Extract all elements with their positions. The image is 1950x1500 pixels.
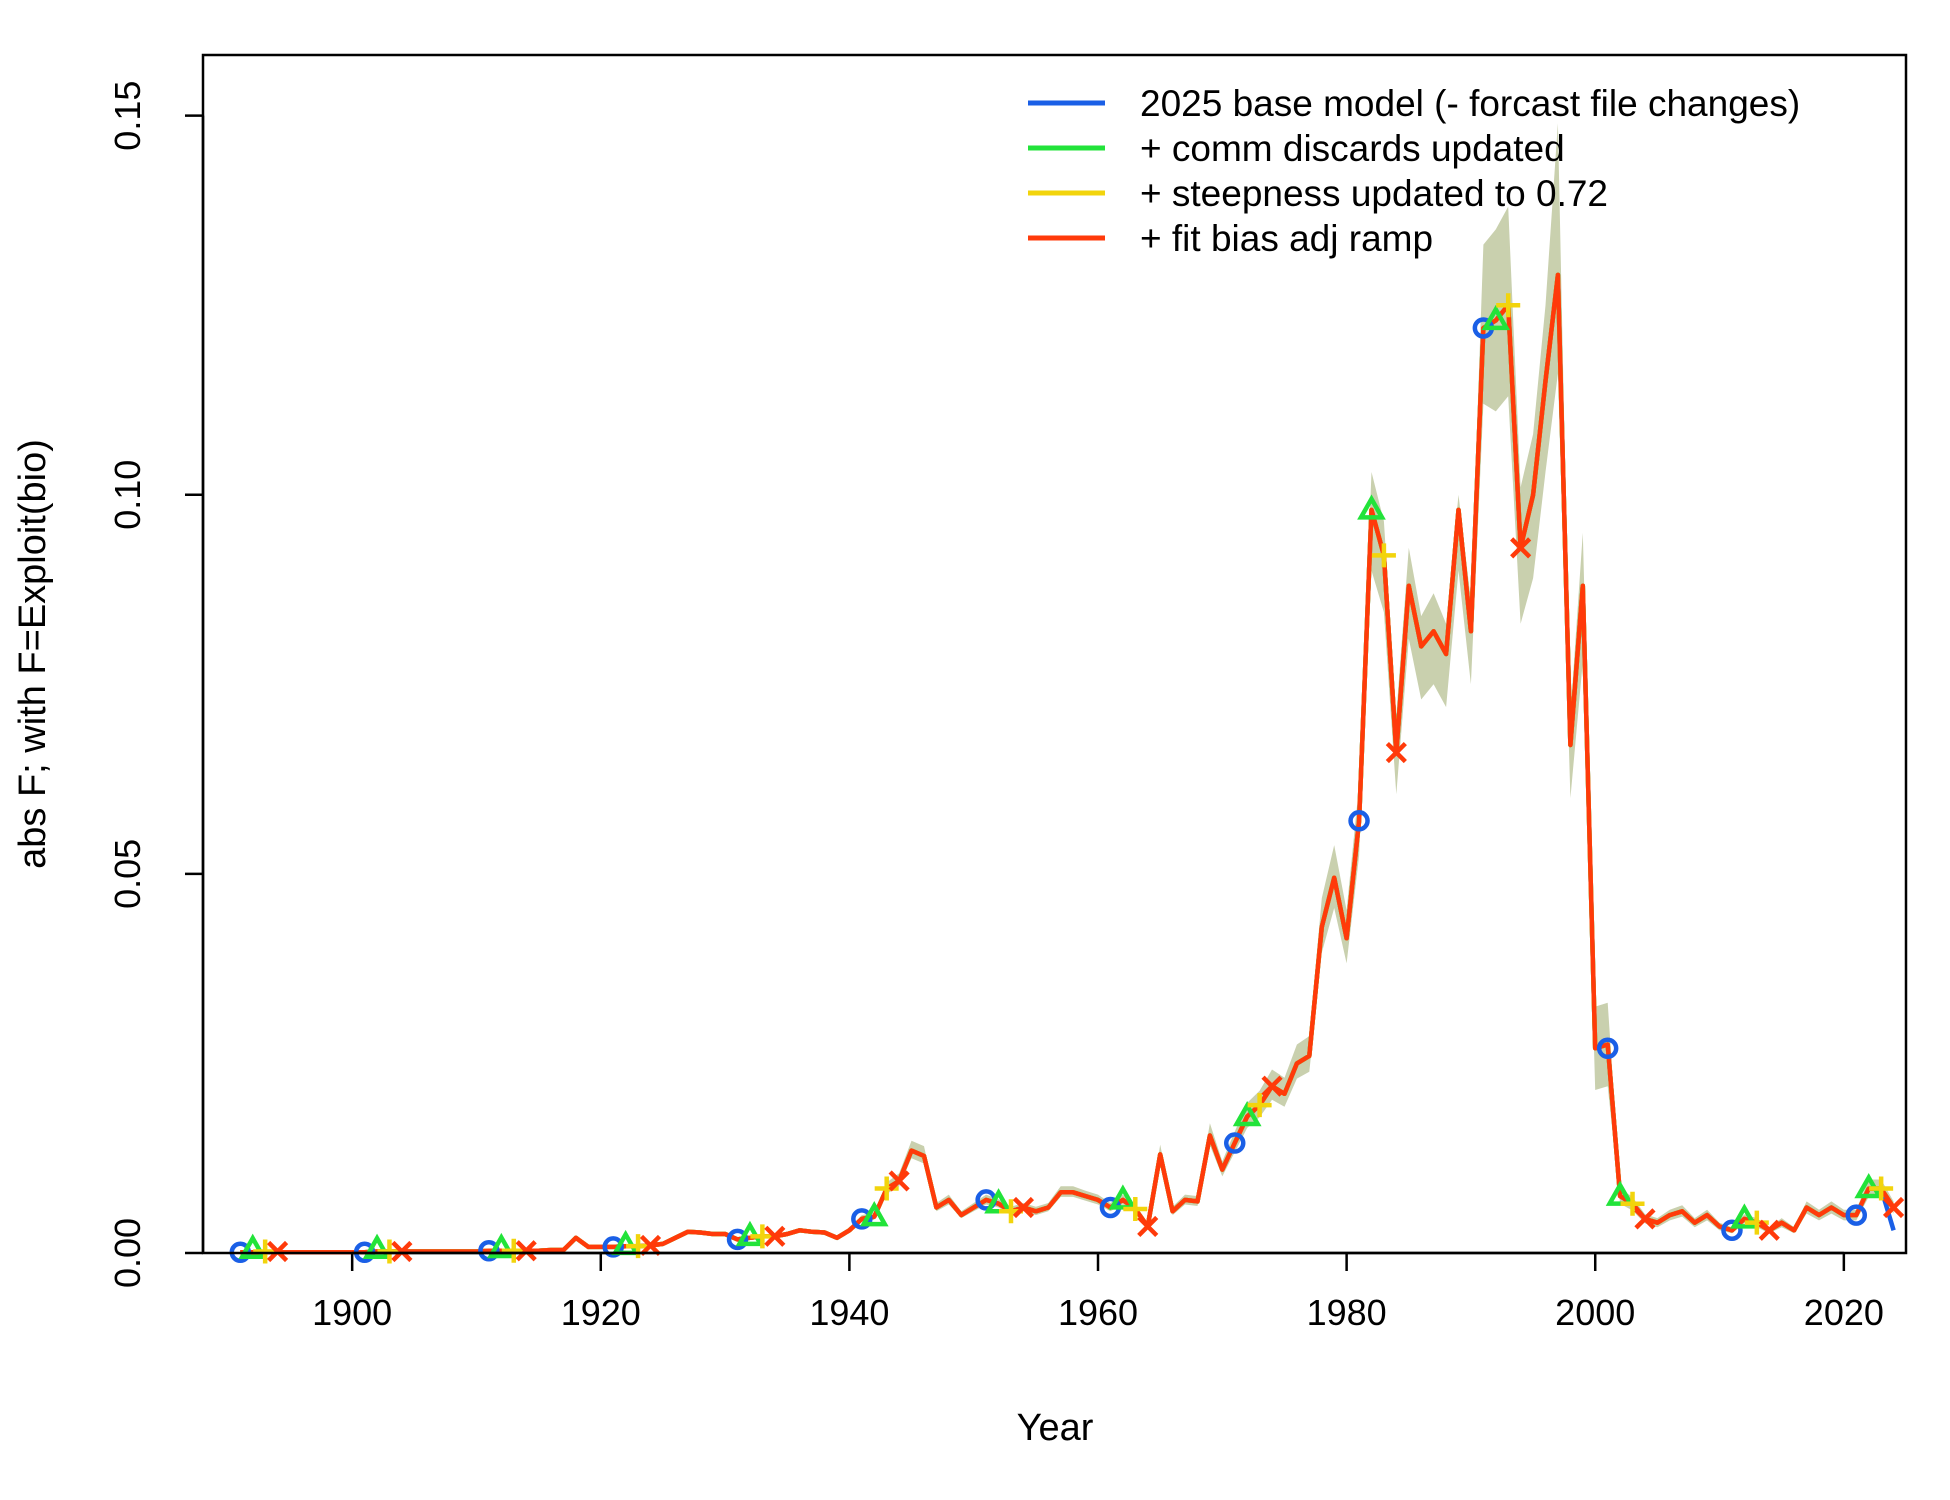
y-axis-label: abs F; with F=Exploit(bio) bbox=[12, 439, 54, 869]
series-2-marker bbox=[859, 1201, 889, 1227]
x-tick-label: 1920 bbox=[561, 1292, 641, 1333]
series-3-marker bbox=[1123, 1197, 1148, 1222]
series-3-marker bbox=[377, 1239, 402, 1264]
legend-label-4: + fit bias adj ramp bbox=[1140, 218, 1433, 259]
x-tick-label: 1900 bbox=[312, 1292, 392, 1333]
x-tick-label: 1980 bbox=[1307, 1292, 1387, 1333]
y-tick-label: 0.00 bbox=[107, 1218, 148, 1288]
series-3-marker bbox=[253, 1239, 278, 1264]
series-1-marker bbox=[851, 1208, 873, 1230]
series-4-marker bbox=[1758, 1219, 1780, 1241]
series-4-marker bbox=[764, 1225, 786, 1247]
series-3-marker bbox=[1620, 1191, 1645, 1216]
series-3-marker bbox=[1869, 1176, 1894, 1201]
series-4-marker bbox=[639, 1234, 662, 1257]
series-2-marker bbox=[1108, 1184, 1138, 1210]
series-4-marker bbox=[888, 1170, 910, 1192]
series-1-marker bbox=[1596, 1037, 1619, 1060]
series-3-marker bbox=[1371, 543, 1396, 568]
series-1-marker bbox=[1845, 1204, 1868, 1226]
series-3-marker bbox=[1247, 1093, 1272, 1118]
x-tick-label: 2000 bbox=[1555, 1292, 1635, 1333]
series-4-marker bbox=[266, 1240, 289, 1263]
y-tick-label: 0.10 bbox=[107, 460, 148, 530]
series-1-marker bbox=[602, 1236, 624, 1258]
series-2-marker bbox=[486, 1232, 516, 1259]
series-3-marker bbox=[750, 1224, 775, 1249]
series-2-marker bbox=[1481, 304, 1511, 331]
series-2-marker bbox=[1730, 1203, 1759, 1229]
series-4-marker bbox=[1261, 1075, 1283, 1097]
series-4-marker bbox=[1385, 741, 1407, 764]
legend: 2025 base model (- forcast file changes)… bbox=[1028, 83, 1800, 259]
legend-label-2: + comm discards updated bbox=[1140, 128, 1565, 169]
y-axis: 0.00 0.05 0.10 0.15 bbox=[107, 81, 205, 1288]
series-4-marker bbox=[1012, 1196, 1035, 1219]
y-tick-label: 0.15 bbox=[107, 81, 148, 151]
series-marker-layer bbox=[229, 293, 1905, 1264]
series-2-marker bbox=[362, 1233, 392, 1259]
x-tick-label: 1960 bbox=[1058, 1292, 1138, 1333]
series-4-marker bbox=[1634, 1208, 1656, 1230]
series-1-marker bbox=[1721, 1219, 1743, 1242]
series-4-marker bbox=[1510, 537, 1532, 559]
series-1-marker bbox=[1348, 810, 1370, 832]
series-1-marker bbox=[478, 1239, 500, 1262]
series-2-marker bbox=[1232, 1100, 1262, 1127]
series-4-marker bbox=[391, 1240, 413, 1263]
x-tick-label: 1940 bbox=[809, 1292, 889, 1333]
legend-label-1: 2025 base model (- forcast file changes) bbox=[1140, 83, 1800, 124]
series-2-marker bbox=[238, 1233, 268, 1259]
x-tick-label: 2020 bbox=[1804, 1292, 1884, 1333]
series-4-marker bbox=[1882, 1196, 1905, 1219]
x-axis: 1900 1920 1940 1960 1980 2000 2020 bbox=[312, 1251, 1884, 1333]
series-3-marker bbox=[1496, 293, 1521, 318]
series-4-marker bbox=[1137, 1215, 1159, 1238]
series-2-marker bbox=[1605, 1180, 1635, 1206]
series-3-marker bbox=[501, 1238, 526, 1263]
series-2-marker bbox=[984, 1188, 1013, 1214]
series-1-marker bbox=[1223, 1132, 1246, 1154]
series-2-marker bbox=[1357, 494, 1386, 520]
y-tick-label: 0.05 bbox=[107, 839, 148, 909]
series-1-marker bbox=[726, 1228, 749, 1251]
x-axis-label: Year bbox=[1017, 1407, 1094, 1449]
series-4-marker bbox=[515, 1240, 537, 1262]
legend-label-3: + steepness updated to 0.72 bbox=[1140, 173, 1608, 214]
